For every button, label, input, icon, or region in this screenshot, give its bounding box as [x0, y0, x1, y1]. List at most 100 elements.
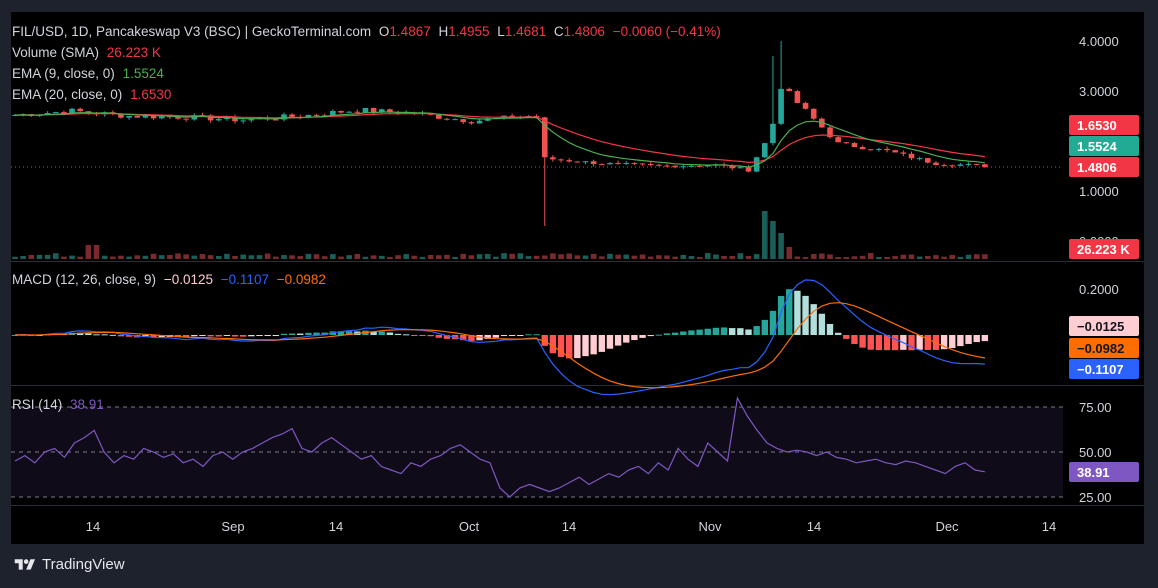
candle-body[interactable] [321, 115, 328, 117]
macd-histogram-bar[interactable] [769, 310, 777, 335]
volume-bar[interactable] [468, 255, 475, 259]
macd-histogram-bar[interactable] [500, 335, 508, 337]
candle-body[interactable] [770, 123, 776, 144]
macd-histogram-bar[interactable] [77, 332, 84, 335]
volume-bar[interactable] [664, 255, 670, 259]
macd-histogram-bar[interactable] [834, 332, 842, 335]
volume-bar[interactable] [916, 256, 923, 259]
candle-body[interactable] [232, 116, 238, 122]
volume-bar[interactable] [737, 253, 744, 259]
candle-body[interactable] [436, 114, 442, 119]
volume-bar[interactable] [949, 255, 956, 259]
volume-bar[interactable] [403, 254, 409, 259]
volume-bar[interactable] [762, 211, 768, 259]
candle-body[interactable] [810, 108, 817, 119]
volume-bar[interactable] [778, 233, 784, 259]
volume-bar[interactable] [533, 255, 540, 259]
candle-body[interactable] [541, 117, 548, 158]
volume-bar[interactable] [207, 255, 214, 259]
macd-histogram-bar[interactable] [508, 335, 516, 336]
macd-histogram-bar[interactable] [663, 333, 671, 335]
volume-bar[interactable] [273, 256, 279, 259]
macd-histogram-bar[interactable] [484, 335, 491, 339]
volume-bar[interactable] [493, 256, 499, 259]
volume-bar[interactable] [558, 254, 564, 259]
macd-histogram-bar[interactable] [370, 331, 377, 335]
macd-histogram-bar[interactable] [671, 332, 679, 335]
candle-body[interactable] [599, 164, 605, 166]
macd-histogram-bar[interactable] [843, 335, 850, 339]
volume-bar[interactable] [476, 254, 483, 259]
candle-body[interactable] [590, 161, 597, 165]
volume-bar[interactable] [110, 256, 116, 259]
macd-histogram-bar[interactable] [150, 335, 157, 338]
macd-histogram-bar[interactable] [826, 323, 834, 335]
macd-histogram-bar[interactable] [280, 333, 288, 335]
macd-histogram-bar[interactable] [101, 334, 108, 336]
volume-bar[interactable] [36, 254, 43, 259]
volume-bar[interactable] [713, 254, 719, 259]
macd-histogram-bar[interactable] [557, 335, 565, 357]
volume-bar[interactable] [150, 253, 157, 259]
macd-histogram-bar[interactable] [777, 295, 785, 335]
candle-body[interactable] [786, 88, 793, 92]
macd-histogram-bar[interactable] [680, 331, 687, 335]
candle-body[interactable] [688, 165, 695, 167]
candle-body[interactable] [794, 91, 801, 103]
volume-bar[interactable] [688, 256, 695, 259]
volume-bar[interactable] [925, 255, 931, 259]
volume-bar[interactable] [191, 255, 198, 259]
macd-legend[interactable]: MACD (12, 26, close, 9) −0.0125 −0.1107 … [12, 272, 330, 287]
candle-body[interactable] [892, 150, 898, 153]
macd-histogram-bar[interactable] [647, 335, 654, 337]
macd-histogram-bar[interactable] [109, 334, 116, 336]
volume-bar[interactable] [639, 254, 646, 259]
candle-body[interactable] [965, 163, 972, 165]
macd-histogram-bar[interactable] [427, 335, 434, 337]
macd-histogram-bar[interactable] [786, 289, 793, 335]
macd-histogram-bar[interactable] [541, 335, 548, 346]
volume-bar[interactable] [827, 254, 833, 259]
candle-body[interactable] [387, 109, 393, 113]
volume-bar[interactable] [85, 245, 92, 259]
volume-bar[interactable] [232, 255, 238, 259]
volume-bar[interactable] [354, 253, 361, 259]
candle-body[interactable] [745, 167, 752, 172]
macd-histogram-bar[interactable] [965, 335, 972, 344]
volume-bar[interactable] [370, 255, 377, 259]
candle-body[interactable] [623, 162, 630, 164]
volume-bar[interactable] [69, 255, 75, 259]
candle-body[interactable] [44, 113, 51, 115]
macd-histogram-bar[interactable] [256, 335, 263, 336]
volume-bar[interactable] [859, 255, 866, 259]
candle-body[interactable] [240, 120, 246, 122]
macd-histogram-bar[interactable] [688, 330, 695, 335]
macd-histogram-bar[interactable] [867, 335, 874, 350]
volume-bar[interactable] [444, 254, 450, 259]
macd-histogram-bar[interactable] [443, 335, 451, 339]
candle-body[interactable] [696, 165, 703, 167]
macd-histogram-bar[interactable] [737, 328, 744, 335]
volume-bar[interactable] [452, 256, 458, 259]
volume-bar[interactable] [484, 253, 491, 259]
macd-histogram-bar[interactable] [394, 333, 402, 335]
macd-histogram-bar[interactable] [859, 335, 866, 348]
volume-bar[interactable] [330, 254, 336, 259]
volume-bar[interactable] [362, 256, 369, 259]
candle-body[interactable] [207, 115, 214, 121]
volume-bar[interactable] [28, 255, 35, 259]
candle-body[interactable] [550, 157, 556, 160]
candle-body[interactable] [215, 119, 222, 121]
volume-bar[interactable] [957, 256, 964, 259]
volume-bar[interactable] [982, 254, 988, 259]
volume-bar[interactable] [395, 255, 401, 259]
candle-body[interactable] [468, 122, 475, 124]
candle-body[interactable] [476, 120, 483, 124]
volume-bar[interactable] [509, 253, 515, 259]
volume-bar[interactable] [411, 255, 418, 259]
volume-bar[interactable] [802, 256, 809, 259]
volume-bar[interactable] [281, 255, 287, 259]
candle-body[interactable] [175, 116, 181, 119]
macd-histogram-bar[interactable] [598, 335, 605, 352]
macd-histogram-bar[interactable] [655, 334, 663, 336]
